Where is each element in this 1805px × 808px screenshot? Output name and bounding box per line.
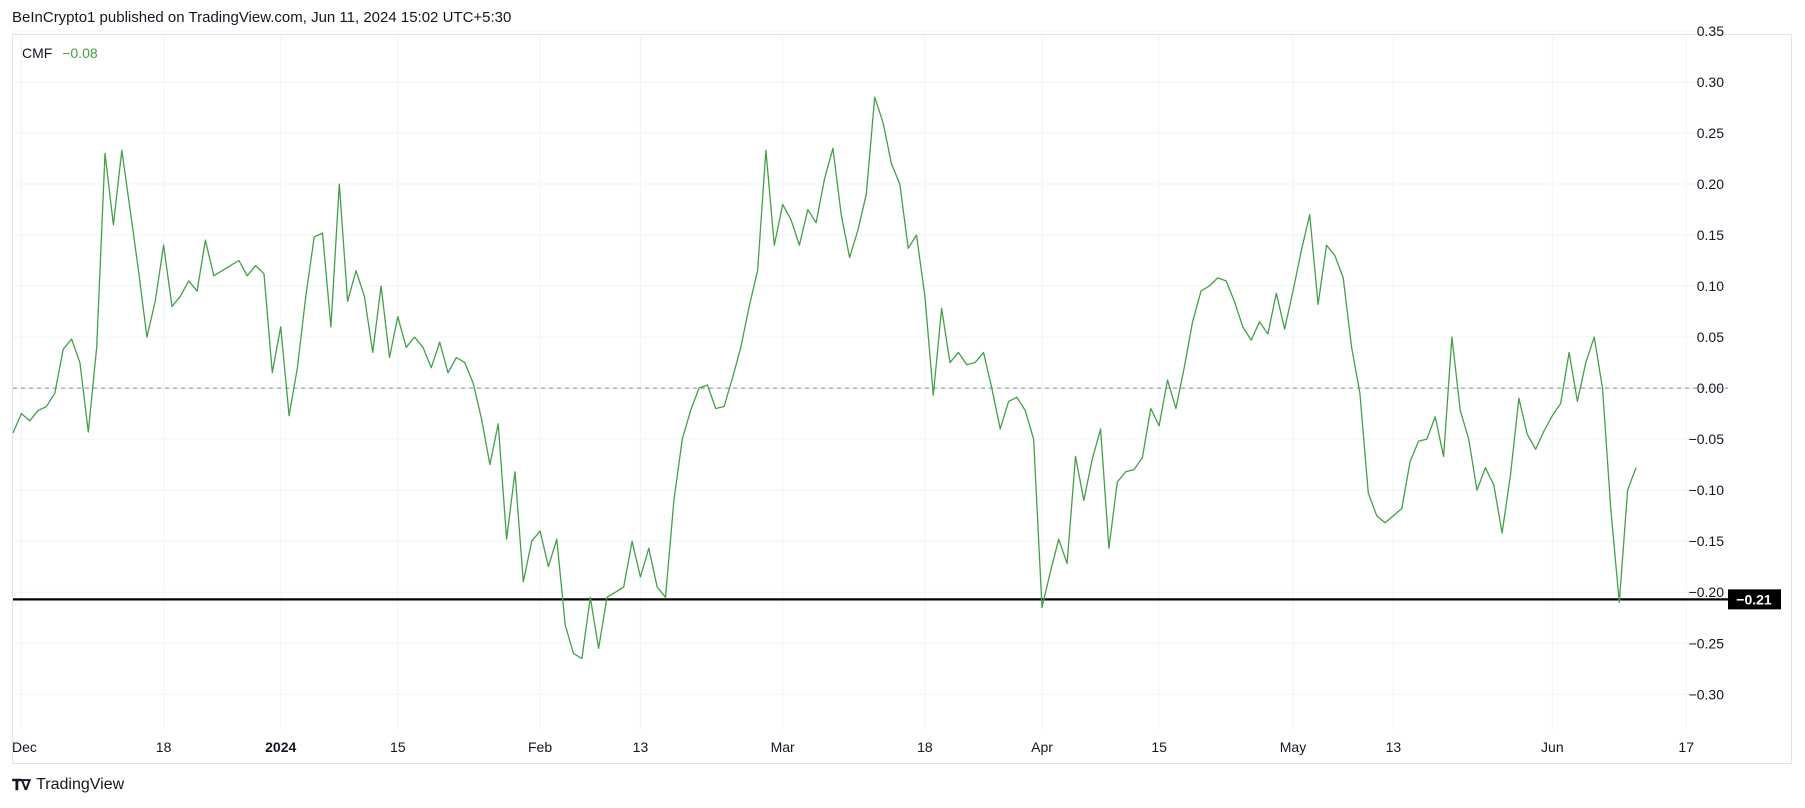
x-tick-label: Feb bbox=[528, 739, 552, 755]
indicator-legend[interactable]: CMF −0.08 bbox=[22, 45, 98, 61]
x-tick-label: Dec bbox=[12, 739, 37, 755]
x-axis: Dec 18 2024 15 Feb 13 Mar 18 Apr 15 May 13 Jun 17 bbox=[12, 739, 1694, 755]
indicator-value: −0.08 bbox=[62, 45, 98, 61]
grid-lines bbox=[13, 30, 1728, 730]
x-tick-label: May bbox=[1280, 739, 1306, 755]
indicator-name: CMF bbox=[22, 45, 53, 61]
y-tick-label: 0.20 bbox=[1697, 176, 1724, 192]
x-tick-label: 13 bbox=[1386, 739, 1402, 755]
cmf-series bbox=[12, 96, 1637, 660]
support-badge-box bbox=[1728, 589, 1781, 610]
y-tick-label: 0.25 bbox=[1697, 125, 1724, 141]
x-tick-label: Apr bbox=[1031, 739, 1053, 755]
y-tick-label: −0.30 bbox=[1689, 686, 1725, 702]
chart-frame bbox=[12, 34, 1792, 764]
publish-info: BeInCrypto1 published on TradingView.com… bbox=[12, 9, 512, 26]
y-tick-label: −0.25 bbox=[1689, 635, 1725, 651]
x-tick-label: 15 bbox=[1151, 739, 1167, 755]
x-tick-label: 18 bbox=[156, 739, 172, 755]
y-tick-label: 0.35 bbox=[1697, 23, 1724, 39]
reference-lines bbox=[13, 387, 1728, 601]
x-tick-label: 18 bbox=[917, 739, 933, 755]
tradingview-logo-icon: 𝐓∇ bbox=[12, 777, 31, 794]
support-badge-label: −0.21 bbox=[1736, 591, 1772, 607]
y-tick-label: 0.05 bbox=[1697, 329, 1724, 345]
x-tick-label: Mar bbox=[771, 739, 795, 755]
tradingview-brand[interactable]: 𝐓∇ TradingView bbox=[12, 776, 124, 794]
cmf-chart[interactable]: 0.35 0.30 0.25 0.20 0.15 0.10 0.05 0.00 −0.05 −0.… bbox=[0, 0, 1805, 770]
x-tick-label: 17 bbox=[1678, 739, 1694, 755]
y-tick-label: −0.10 bbox=[1689, 482, 1725, 498]
cmf-line bbox=[12, 96, 1637, 660]
y-tick-label: −0.20 bbox=[1689, 584, 1725, 600]
x-tick-label: 13 bbox=[633, 739, 649, 755]
y-tick-label: −0.05 bbox=[1689, 431, 1725, 447]
y-tick-label: 0.00 bbox=[1697, 380, 1724, 396]
y-tick-label: 0.30 bbox=[1697, 74, 1724, 90]
y-tick-label: −0.15 bbox=[1689, 533, 1725, 549]
x-tick-label: 2024 bbox=[265, 739, 296, 755]
brand-label: TradingView bbox=[36, 776, 125, 793]
support-badge: −0.21 bbox=[1728, 589, 1781, 610]
y-tick-label: 0.15 bbox=[1697, 227, 1724, 243]
y-tick-label: 0.10 bbox=[1697, 278, 1724, 294]
x-tick-label: Jun bbox=[1541, 739, 1564, 755]
x-tick-label: 15 bbox=[390, 739, 406, 755]
y-axis: 0.35 0.30 0.25 0.20 0.15 0.10 0.05 0.00 −0.05 −0.… bbox=[1689, 23, 1725, 702]
